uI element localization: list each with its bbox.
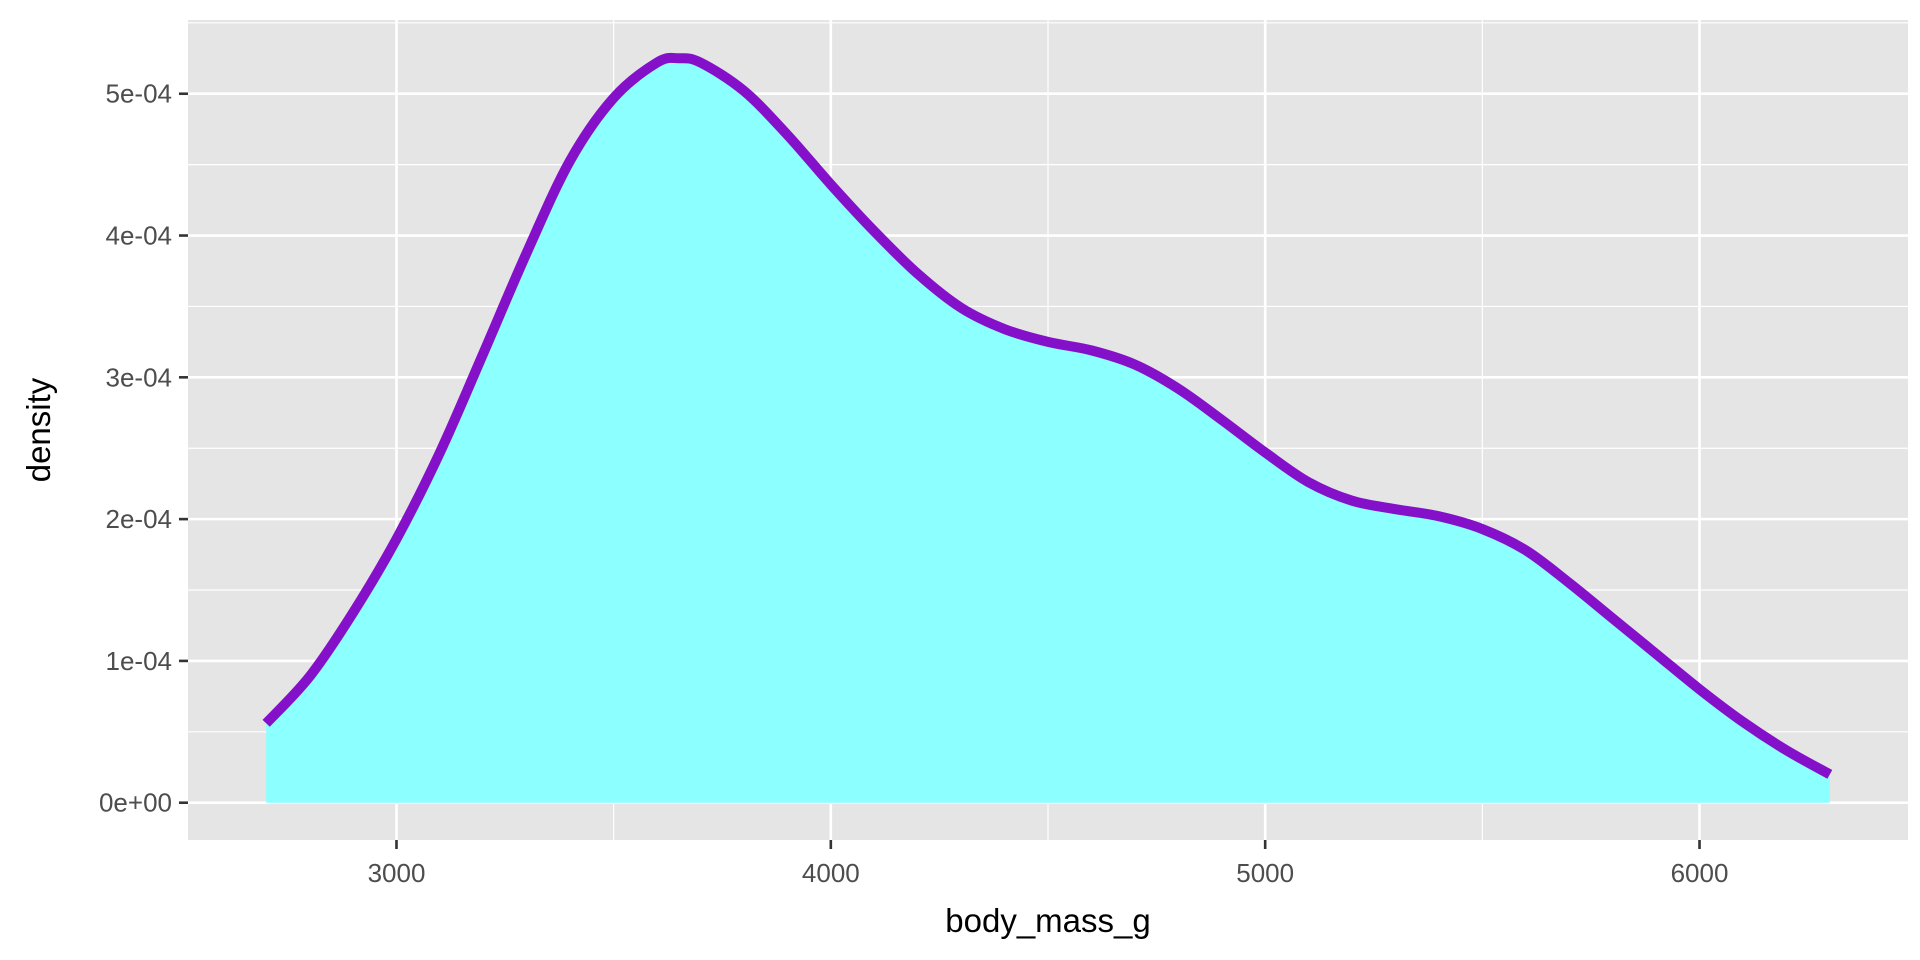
y-tick-label: 3e-04 — [106, 362, 173, 392]
x-tick-label: 5000 — [1236, 858, 1294, 888]
density-line — [262, 52, 1833, 779]
y-axis: 0e+00 1e-04 2e-04 3e-04 4e-04 5e-04 — [99, 79, 188, 818]
y-tick-label: 1e-04 — [106, 646, 173, 676]
y-tick-label: 0e+00 — [99, 788, 172, 818]
x-tick-label: 3000 — [368, 858, 426, 888]
y-tick-label: 4e-04 — [106, 221, 173, 251]
y-axis-title: density — [20, 377, 57, 482]
x-tick-label: 4000 — [802, 858, 860, 888]
x-axis: 3000 4000 5000 6000 — [368, 840, 1729, 888]
x-axis-title: body_mass_g — [945, 902, 1150, 939]
x-tick-label: 6000 — [1671, 858, 1729, 888]
y-tick-label: 2e-04 — [106, 504, 173, 534]
y-tick-label: 5e-04 — [106, 79, 173, 109]
density-area — [266, 57, 1830, 803]
